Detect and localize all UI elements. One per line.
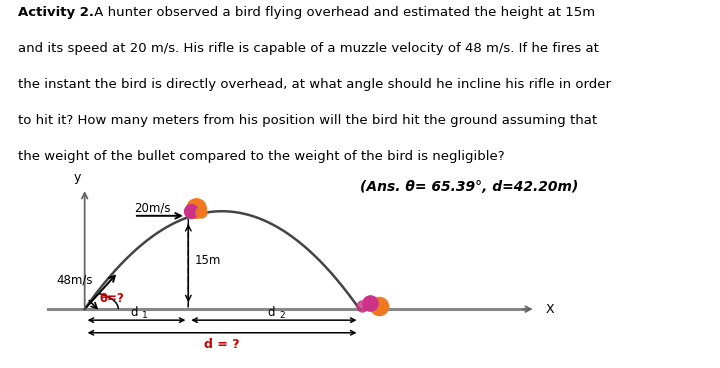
Text: 20m/s: 20m/s [134, 201, 171, 214]
Text: (Ans. θ= 65.39°, d=42.20m): (Ans. θ= 65.39°, d=42.20m) [360, 180, 578, 194]
Text: the instant the bird is directly overhead, at what angle should he incline his r: the instant the bird is directly overhea… [18, 78, 611, 91]
Text: Activity 2.: Activity 2. [18, 6, 94, 19]
Text: the weight of the bullet compared to the weight of the bird is negligible?: the weight of the bullet compared to the… [18, 151, 505, 163]
Text: y: y [73, 171, 81, 184]
Text: 2: 2 [279, 311, 284, 320]
Text: and its speed at 20 m/s. His rifle is capable of a muzzle velocity of 48 m/s. If: and its speed at 20 m/s. His rifle is ca… [18, 42, 599, 55]
Text: d = ?: d = ? [204, 337, 240, 350]
Text: 15m: 15m [194, 254, 221, 267]
Text: 48m/s: 48m/s [56, 274, 93, 287]
Text: to hit it? How many meters from his position will the bird hit the ground assumi: to hit it? How many meters from his posi… [18, 114, 597, 127]
Text: A hunter observed a bird flying overhead and estimated the height at 15m: A hunter observed a bird flying overhead… [90, 6, 595, 19]
Text: 1: 1 [142, 311, 148, 320]
Text: d: d [130, 305, 138, 319]
Text: θ=?: θ=? [99, 292, 124, 305]
Text: d: d [268, 305, 275, 319]
Text: X: X [546, 302, 554, 316]
